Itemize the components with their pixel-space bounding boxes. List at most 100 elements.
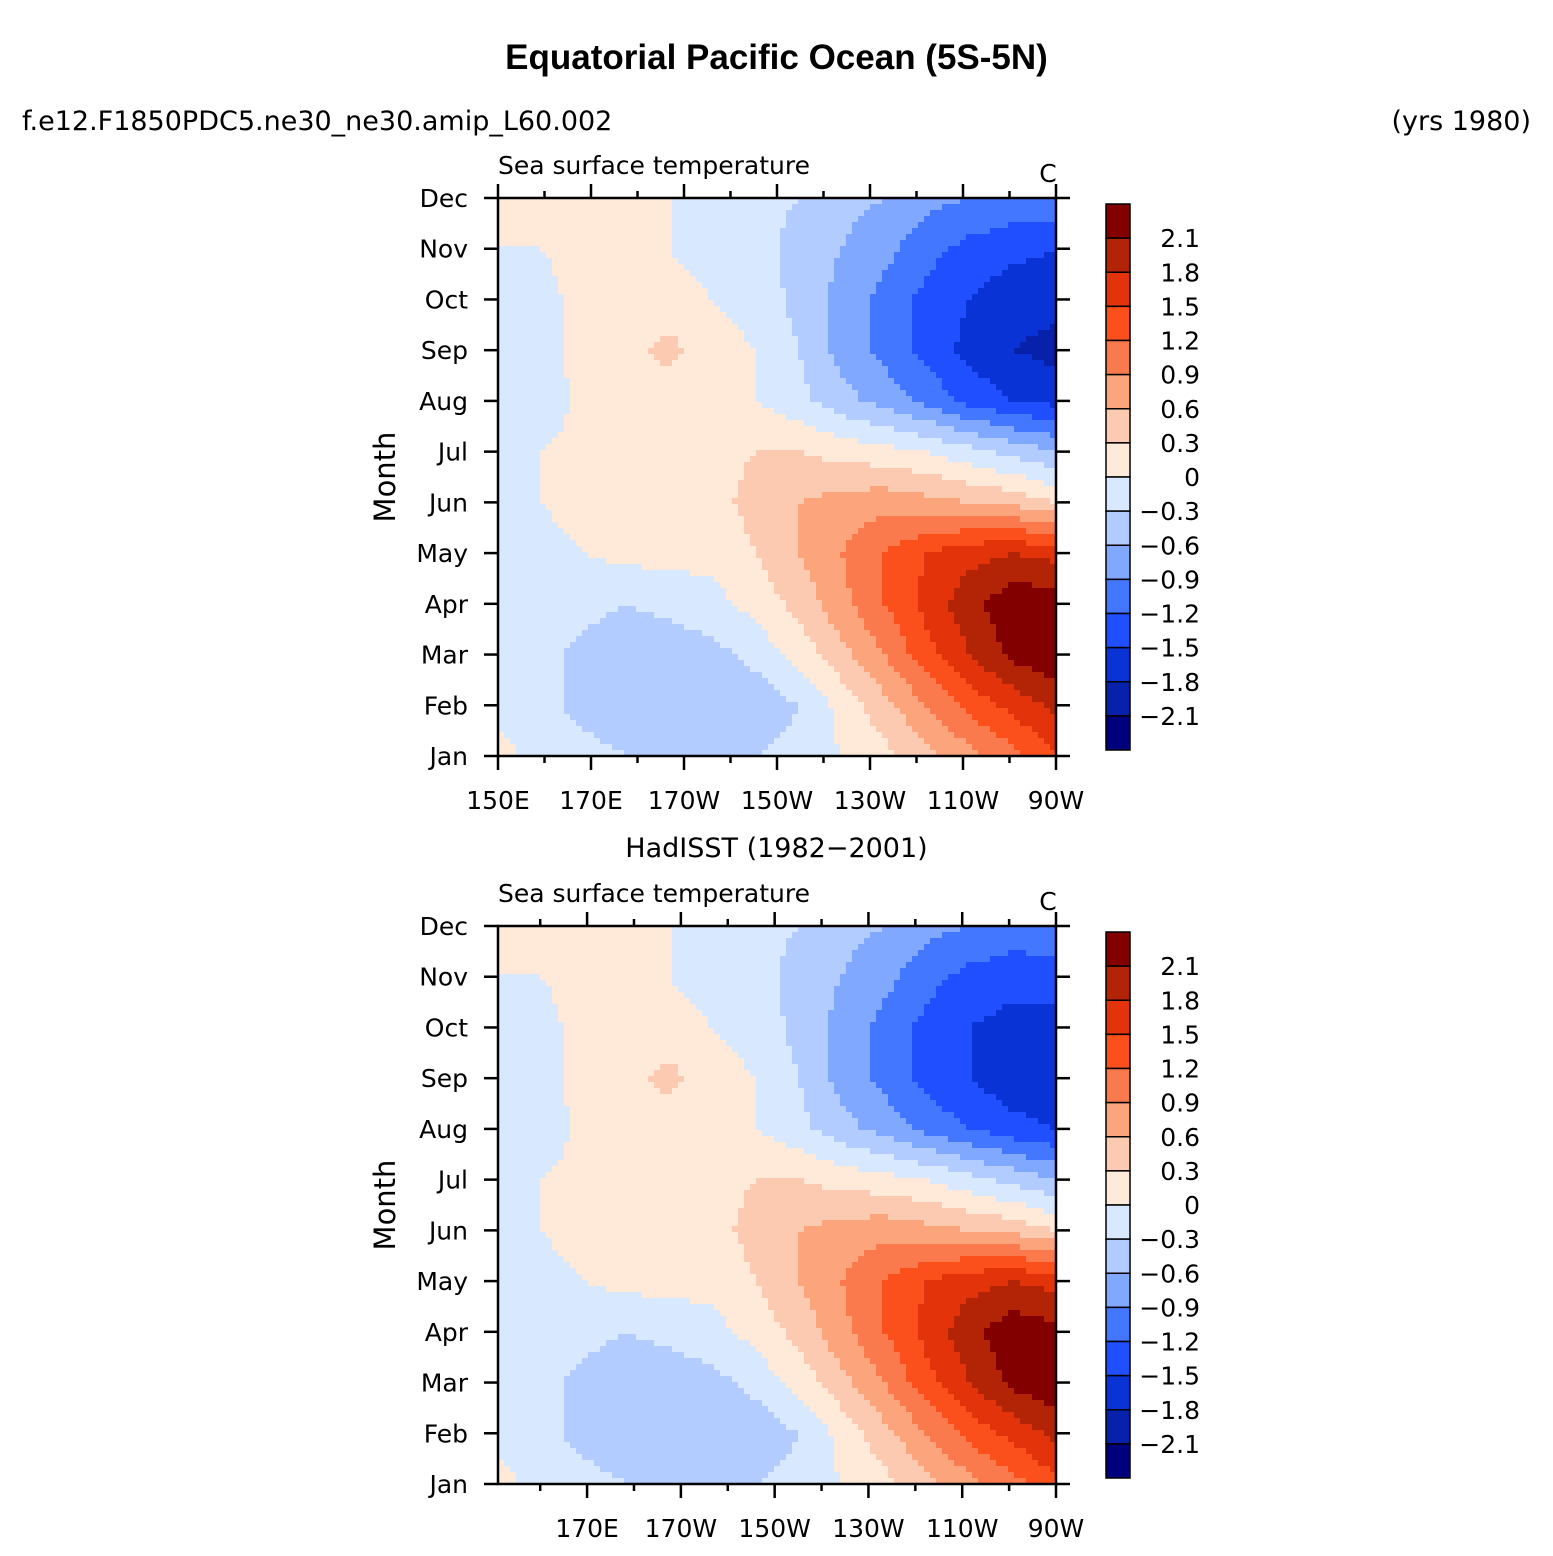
contour-cell <box>636 312 642 318</box>
contour-cell <box>792 414 798 420</box>
contour-cell <box>522 438 528 444</box>
contour-cell <box>732 510 738 516</box>
contour-cell <box>720 480 726 486</box>
contour-cell <box>534 510 540 516</box>
contour-cell <box>960 240 966 246</box>
contour-cell <box>966 354 972 360</box>
contour-cell <box>840 312 846 318</box>
contour-cell <box>822 408 828 414</box>
contour-cell <box>600 204 606 210</box>
contour-cell <box>858 330 864 336</box>
contour-cell <box>936 510 942 516</box>
contour-cell <box>906 462 912 468</box>
contour-cell <box>1044 420 1050 426</box>
contour-cell <box>822 432 828 438</box>
contour-cell <box>900 342 906 348</box>
contour-cell <box>780 390 786 396</box>
contour-cell <box>894 432 900 438</box>
contour-cell <box>846 516 852 522</box>
contour-cell <box>720 456 726 462</box>
contour-cell <box>528 342 534 348</box>
contour-cell <box>978 456 984 462</box>
contour-cell <box>522 426 528 432</box>
contour-cell <box>828 384 834 390</box>
contour-cell <box>870 420 876 426</box>
contour-cell <box>702 246 708 252</box>
contour-cell <box>720 426 726 432</box>
contour-cell <box>972 504 978 510</box>
contour-cell <box>540 210 546 216</box>
contour-cell <box>654 516 660 522</box>
contour-cell <box>942 414 948 420</box>
contour-cell <box>768 288 774 294</box>
contour-cell <box>954 312 960 318</box>
contour-cell <box>972 402 978 408</box>
contour-cell <box>618 294 624 300</box>
contour-cell <box>546 504 552 510</box>
contour-cell <box>762 372 768 378</box>
contour-cell <box>624 426 630 432</box>
contour-cell <box>510 282 516 288</box>
contour-cell <box>540 336 546 342</box>
contour-cell <box>906 498 912 504</box>
contour-cell <box>846 288 852 294</box>
contour-cell <box>534 432 540 438</box>
contour-cell <box>1044 396 1050 402</box>
contour-cell <box>744 312 750 318</box>
contour-cell <box>936 318 942 324</box>
contour-cell <box>876 510 882 516</box>
contour-cell <box>810 438 816 444</box>
contour-cell <box>840 486 846 492</box>
contour-cell <box>804 258 810 264</box>
contour-cell <box>702 390 708 396</box>
contour-cell <box>816 222 822 228</box>
contour-cell <box>510 210 516 216</box>
contour-cell <box>930 204 936 210</box>
contour-cell <box>900 390 906 396</box>
contour-cell <box>630 504 636 510</box>
contour-cell <box>594 486 600 492</box>
contour-cell <box>780 294 786 300</box>
contour-cell <box>534 246 540 252</box>
contour-cell <box>954 462 960 468</box>
contour-cell <box>528 276 534 282</box>
contour-cell <box>708 474 714 480</box>
contour-cell <box>1038 228 1044 234</box>
contour-cell <box>954 414 960 420</box>
contour-cell <box>672 300 678 306</box>
contour-cell <box>762 396 768 402</box>
contour-cell <box>714 492 720 498</box>
contour-cell <box>570 210 576 216</box>
contour-cell <box>630 426 636 432</box>
contour-cell <box>978 366 984 372</box>
contour-cell <box>894 348 900 354</box>
contour-cell <box>930 396 936 402</box>
contour-cell <box>906 270 912 276</box>
contour-cell <box>570 402 576 408</box>
contour-cell <box>948 420 954 426</box>
contour-cell <box>966 420 972 426</box>
contour-cell <box>726 450 732 456</box>
contour-cell <box>552 306 558 312</box>
contour-cell <box>906 444 912 450</box>
contour-cell <box>972 492 978 498</box>
contour-cell <box>666 372 672 378</box>
contour-cell <box>960 336 966 342</box>
contour-cell <box>1026 324 1032 330</box>
contour-cell <box>966 312 972 318</box>
contour-cell <box>864 486 870 492</box>
contour-cell <box>936 288 942 294</box>
contour-cell <box>894 510 900 516</box>
contour-cell <box>636 294 642 300</box>
contour-cell <box>900 468 906 474</box>
contour-cell <box>864 312 870 318</box>
contour-cell <box>660 498 666 504</box>
contour-cell <box>1020 354 1026 360</box>
contour-cell <box>678 318 684 324</box>
contour-cell <box>912 354 918 360</box>
contour-cell <box>834 330 840 336</box>
contour-cell <box>552 318 558 324</box>
contour-cell <box>558 366 564 372</box>
contour-cell <box>870 354 876 360</box>
contour-cell <box>870 468 876 474</box>
